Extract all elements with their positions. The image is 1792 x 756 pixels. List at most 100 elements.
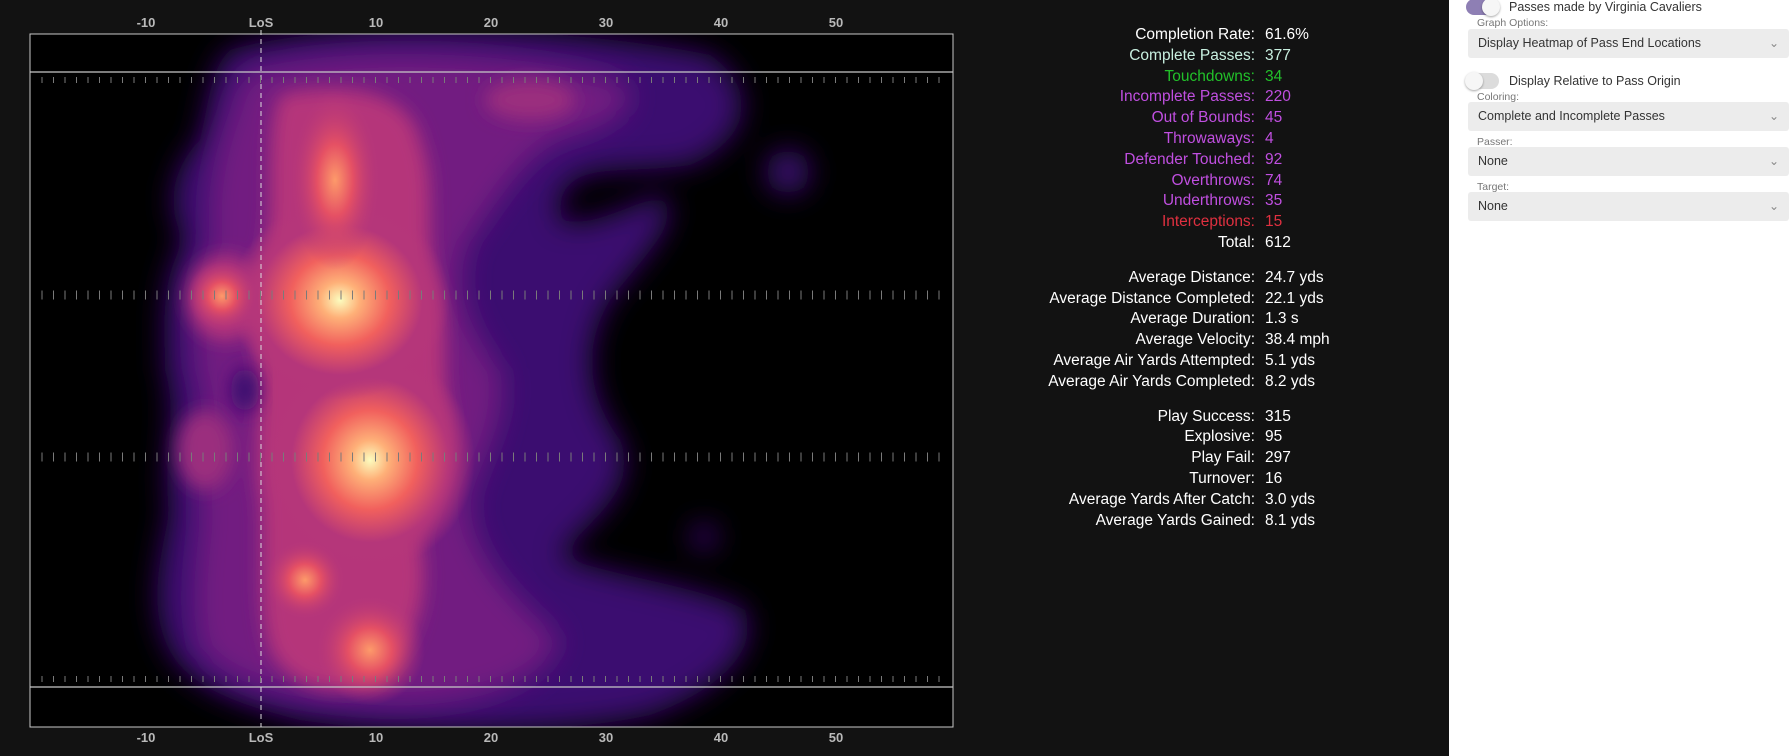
stat-label: Touchdowns: — [1164, 67, 1255, 85]
x-tick-label: 50 — [829, 730, 843, 745]
stat-label: Interceptions: — [1161, 213, 1255, 231]
stat-row: Average Air Yards Attempted: 5.1 yds — [1000, 351, 1430, 372]
x-tick-label: 50 — [829, 15, 843, 30]
stat-value: 315 — [1265, 407, 1291, 425]
relative-toggle-label: Display Relative to Pass Origin — [1509, 74, 1681, 88]
x-tick-label: -10 — [137, 730, 156, 745]
x-axis-top: -10 LoS 10 20 30 40 50 — [137, 15, 844, 30]
stat-row: Interceptions: 15 — [1000, 212, 1430, 233]
relative-toggle-row[interactable]: Display Relative to Pass Origin — [1465, 72, 1681, 90]
stat-value: 612 — [1265, 233, 1291, 251]
stat-value: 3.0 yds — [1265, 490, 1315, 508]
stat-label: Play Fail: — [1191, 449, 1255, 467]
passer-label: Passer: — [1477, 136, 1513, 148]
stat-value: 16 — [1265, 469, 1283, 487]
x-tick-label: 40 — [714, 730, 728, 745]
target-value: None — [1478, 199, 1508, 213]
chevron-down-icon: ⌄ — [1768, 36, 1779, 50]
stat-row: Average Distance: 24.7 yds — [1000, 268, 1430, 289]
coloring-value: Complete and Incomplete Passes — [1478, 109, 1665, 123]
chevron-down-icon: ⌄ — [1768, 199, 1779, 213]
stat-label: Average Yards Gained: — [1095, 511, 1255, 529]
stat-value: 22.1 yds — [1265, 289, 1324, 307]
hash-marks — [41, 77, 940, 682]
x-tick-label: 30 — [599, 15, 613, 30]
x-tick-label: 30 — [599, 730, 613, 745]
stat-row: Complete Passes: 377 — [1000, 46, 1430, 67]
stat-row: Overthrows: 74 — [1000, 171, 1430, 192]
stat-value: 24.7 yds — [1265, 268, 1324, 286]
stat-value: 95 — [1265, 428, 1283, 446]
stat-label: Average Air Yards Completed: — [1048, 372, 1255, 390]
stat-row: Out of Bounds: 45 — [1000, 108, 1430, 129]
target-label: Target: — [1477, 181, 1510, 193]
stat-row: Underthrows: 35 — [1000, 191, 1430, 212]
stat-row: Total: 612 — [1000, 233, 1430, 254]
stat-row: Average Distance Completed: 22.1 yds — [1000, 289, 1430, 310]
stat-value: 8.2 yds — [1265, 372, 1315, 390]
stat-row: Turnover: 16 — [1000, 469, 1430, 490]
stat-row: Average Yards Gained: 8.1 yds — [1000, 511, 1430, 532]
stat-value: 74 — [1265, 171, 1283, 189]
stat-row: Incomplete Passes: 220 — [1000, 87, 1430, 108]
stat-value: 34 — [1265, 67, 1283, 85]
stat-label: Average Duration: — [1130, 310, 1255, 328]
stat-value: 220 — [1265, 88, 1291, 106]
stat-label: Underthrows: — [1162, 192, 1255, 210]
stat-row: Average Yards After Catch: 3.0 yds — [1000, 490, 1430, 511]
stat-label: Average Air Yards Attempted: — [1053, 351, 1255, 369]
stat-row: Play Success: 315 — [1000, 407, 1430, 428]
chevron-down-icon: ⌄ — [1768, 109, 1779, 123]
x-tick-label: -10 — [137, 15, 156, 30]
graph-options-select[interactable]: Display Heatmap of Pass End Locations ⌄ — [1468, 29, 1789, 58]
chevron-down-icon: ⌄ — [1768, 154, 1779, 168]
stat-label: Defender Touched: — [1124, 150, 1255, 168]
graph-options-label: Graph Options: — [1477, 17, 1549, 29]
stat-label: Out of Bounds: — [1151, 109, 1255, 127]
stat-row: Completion Rate: 61.6% — [1000, 25, 1430, 46]
stat-value: 35 — [1265, 192, 1283, 210]
stat-value: 61.6% — [1265, 26, 1309, 43]
stat-row: Average Air Yards Completed: 8.2 yds — [1000, 372, 1430, 393]
stat-value: 15 — [1265, 213, 1283, 231]
x-tick-label: 20 — [484, 15, 498, 30]
x-tick-label: 10 — [369, 730, 383, 745]
field-heatmap: -10 LoS 10 20 30 40 50 -10 LoS 10 20 30 40 50 — [29, 15, 954, 745]
stat-label: Incomplete Passes: — [1119, 88, 1255, 106]
passes-toggle-row[interactable]: Passes made by Virginia Cavaliers — [1466, 0, 1702, 16]
x-tick-label: LoS — [249, 15, 274, 30]
stat-value: 5.1 yds — [1265, 351, 1315, 369]
stat-value: 377 — [1265, 46, 1291, 64]
x-axis-bottom: -10 LoS 10 20 30 40 50 — [137, 730, 844, 745]
passes-toggle[interactable] — [1466, 0, 1500, 16]
options-panel: Passes made by Virginia Cavaliers Graph … — [1449, 0, 1792, 756]
passes-toggle-label: Passes made by Virginia Cavaliers — [1509, 0, 1702, 14]
stat-value: 1.3 s — [1265, 310, 1299, 328]
stat-row: Average Duration: 1.3 s — [1000, 309, 1430, 330]
stat-label: Complete Passes: — [1129, 46, 1255, 64]
x-tick-label: LoS — [249, 730, 274, 745]
stats-summary: Completion Rate: 61.6% Complete Passes: 377… — [1000, 25, 1430, 531]
stat-label: Explosive: — [1184, 428, 1255, 446]
coloring-select[interactable]: Complete and Incomplete Passes ⌄ — [1468, 102, 1789, 131]
passer-select[interactable]: None ⌄ — [1468, 147, 1789, 176]
stat-label: Throwaways: — [1163, 129, 1255, 147]
target-select[interactable]: None ⌄ — [1468, 192, 1789, 221]
passer-value: None — [1478, 154, 1508, 168]
stat-row: Play Fail: 297 — [1000, 448, 1430, 469]
stat-value: 92 — [1265, 150, 1283, 168]
graph-options-value: Display Heatmap of Pass End Locations — [1478, 36, 1702, 50]
relative-toggle[interactable] — [1465, 72, 1499, 90]
stat-row: Touchdowns: 34 — [1000, 67, 1430, 88]
stat-value: 8.1 yds — [1265, 511, 1315, 529]
stat-value: 45 — [1265, 109, 1283, 127]
stat-row: Defender Touched: 92 — [1000, 150, 1430, 171]
x-tick-label: 20 — [484, 730, 498, 745]
stat-label: Average Velocity: — [1135, 331, 1255, 349]
stat-value: 297 — [1265, 449, 1291, 467]
stat-label: Completion Rate: — [1135, 26, 1255, 43]
stat-label: Turnover: — [1189, 469, 1255, 487]
stat-label: Average Yards After Catch: — [1068, 490, 1255, 508]
stat-value: 4 — [1265, 129, 1274, 147]
stat-row: Explosive: 95 — [1000, 427, 1430, 448]
